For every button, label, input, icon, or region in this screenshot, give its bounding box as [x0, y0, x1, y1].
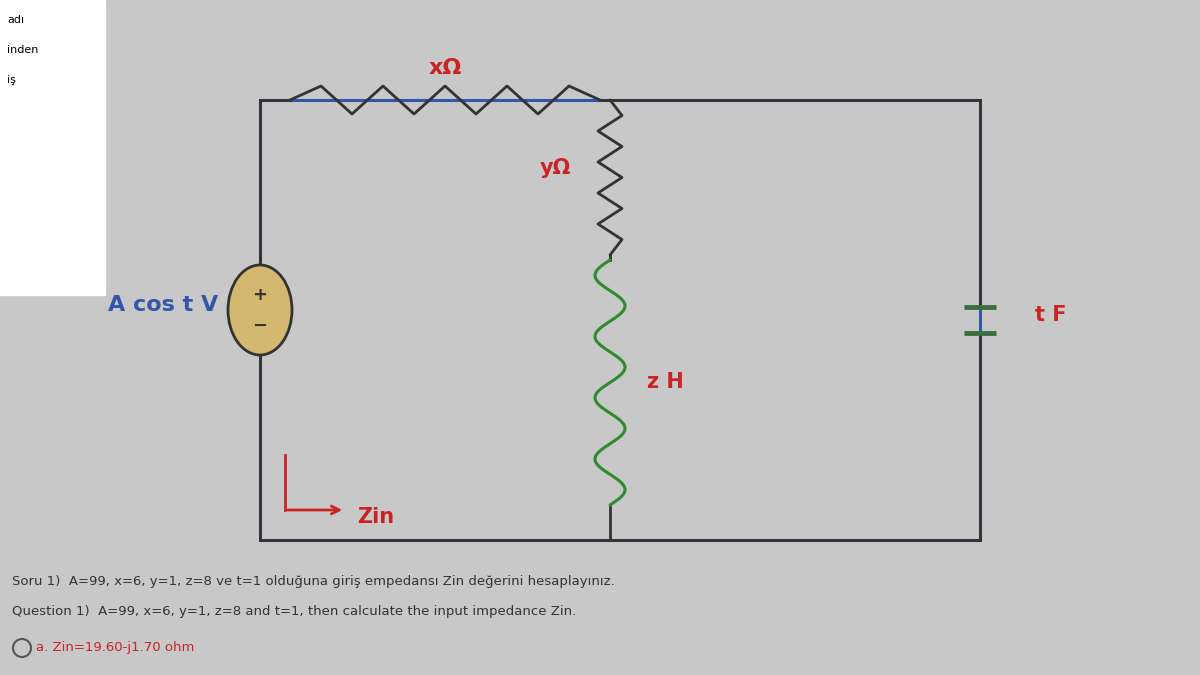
Text: +: + — [252, 286, 268, 304]
Bar — [0, 0, 106, 295]
Bar — [260, 100, 980, 540]
Text: xΩ: xΩ — [428, 58, 462, 78]
Text: a. Zin=19.60-j1.70 ohm: a. Zin=19.60-j1.70 ohm — [36, 641, 194, 655]
Text: iş: iş — [7, 75, 16, 85]
Text: z H: z H — [647, 373, 683, 392]
Text: −: − — [252, 317, 268, 335]
Ellipse shape — [228, 265, 292, 355]
Text: adı: adı — [7, 15, 24, 25]
Text: t F: t F — [1036, 305, 1067, 325]
Text: Soru 1)  A=99, x=6, y=1, z=8 ve t=1 olduğuna giriş empedansı Zin değerini hesapl: Soru 1) A=99, x=6, y=1, z=8 ve t=1 olduğ… — [12, 575, 614, 588]
Text: Question 1)  A=99, x=6, y=1, z=8 and t=1, then calculate the input impedance Zin: Question 1) A=99, x=6, y=1, z=8 and t=1,… — [12, 605, 576, 618]
Text: Zin: Zin — [358, 507, 394, 527]
Text: inden: inden — [7, 45, 38, 55]
Text: yΩ: yΩ — [539, 157, 571, 178]
Text: A cos t V: A cos t V — [108, 295, 218, 315]
